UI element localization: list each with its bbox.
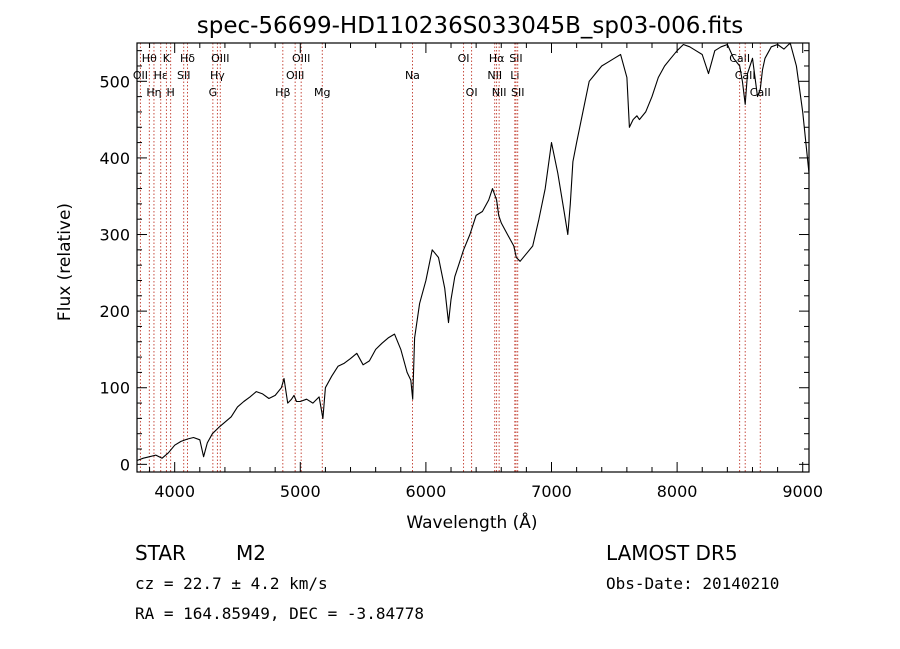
line-marker-label: Mg (314, 86, 330, 99)
y-axis-label: Flux (relative) (55, 203, 75, 321)
line-marker-label: Hδ (180, 52, 195, 65)
line-marker-label: H (167, 86, 175, 99)
line-marker-label: Na (405, 69, 420, 82)
axis-ticks: 4000 5000 6000 7000 8000 9000 0 100 200 300 400 500 (99, 43, 823, 501)
x-tick-label: 8000 (657, 482, 698, 501)
line-marker-label: Li (510, 69, 519, 82)
line-marker-label: NII (492, 86, 507, 99)
survey-name: LAMOST DR5 (606, 541, 738, 565)
line-marker-label: Hα (489, 52, 505, 65)
plot-frame (136, 42, 810, 473)
object-class: STAR (135, 541, 186, 565)
line-marker-label: NII (487, 69, 502, 82)
x-tick-label: 7000 (531, 482, 572, 501)
line-marker-label: OIII (292, 52, 310, 65)
chart-title: spec-56699-HD110236S033045B_sp03-006.fit… (197, 13, 743, 39)
x-axis-label: Wavelength (Å) (406, 511, 537, 533)
line-marker-label: Hη (146, 86, 161, 99)
x-tick-label: 4000 (154, 482, 195, 501)
observation-date: Obs-Date: 20140210 (606, 574, 780, 593)
line-marker-label: CaII (735, 69, 756, 82)
line-marker-label: SII (511, 86, 524, 99)
x-tick-label: 6000 (406, 482, 447, 501)
spectral-line-markers: HθOIIHηHεKHSIIHδGHγOIIIHβOIIIOIIIMgNaOIO… (133, 43, 771, 472)
line-marker-label: Hγ (210, 69, 225, 82)
y-tick-label: 500 (99, 72, 130, 91)
line-marker-label: OII (133, 69, 148, 82)
line-marker-label: OIII (286, 69, 304, 82)
line-marker-label: G (209, 86, 218, 99)
line-marker-label: OI (458, 52, 470, 65)
line-marker-label: Hε (154, 69, 168, 82)
line-marker-label: OI (466, 86, 478, 99)
y-tick-label: 300 (99, 226, 130, 245)
line-marker-label: K (163, 52, 171, 65)
x-tick-label: 9000 (782, 482, 823, 501)
redshift-cz: cz = 22.7 ± 4.2 km/s (135, 574, 328, 593)
object-subclass: M2 (236, 541, 266, 565)
y-tick-label: 400 (99, 149, 130, 168)
y-tick-label: 100 (99, 379, 130, 398)
line-marker-label: CaII (750, 86, 771, 99)
x-tick-label: 5000 (280, 482, 321, 501)
line-marker-label: CaII (729, 52, 750, 65)
line-marker-label: Hβ (275, 86, 290, 99)
spectrum-series (136, 42, 810, 462)
spectrum-chart: spec-56699-HD110236S033045B_sp03-006.fit… (55, 13, 823, 533)
line-marker-label: OIII (211, 52, 229, 65)
line-marker-label: SII (177, 69, 190, 82)
line-marker-label: Hθ (142, 52, 157, 65)
y-tick-label: 200 (99, 302, 130, 321)
coordinates: RA = 164.85949, DEC = -3.84778 (135, 604, 424, 623)
line-marker-label: SII (509, 52, 522, 65)
y-tick-label: 0 (120, 455, 130, 474)
spectrum-line (136, 42, 810, 462)
